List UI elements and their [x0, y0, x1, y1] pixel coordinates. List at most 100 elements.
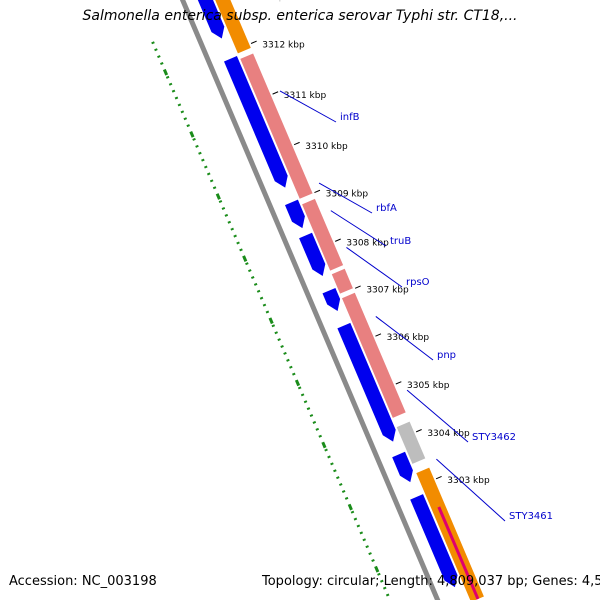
gc-dot	[341, 489, 346, 493]
forward-gene-arrow	[322, 288, 341, 311]
gc-dot	[356, 524, 361, 528]
tick-mark	[415, 429, 422, 433]
gene-label[interactable]: infB	[340, 112, 360, 123]
gc-dot	[303, 400, 308, 404]
gene-label[interactable]: rbfA	[376, 203, 397, 214]
gc-dot	[239, 248, 243, 252]
tick-mark	[314, 189, 321, 194]
gc-dot	[180, 110, 185, 114]
gc-dot	[374, 565, 380, 573]
gc-dot	[253, 282, 258, 286]
gc-dot	[380, 579, 384, 583]
gene-leader-line	[406, 389, 469, 443]
gc-dot	[368, 552, 372, 556]
gc-dot	[338, 483, 343, 487]
tick-mark	[375, 333, 382, 337]
gc-dot	[227, 220, 232, 224]
gc-dot	[371, 558, 375, 562]
gc-dot	[382, 586, 387, 590]
gc-dot	[297, 386, 302, 390]
gc-dot	[321, 441, 327, 449]
kbp-tick-label: 3306 kbp	[387, 333, 430, 343]
gc-dot	[204, 165, 208, 169]
gc-dot	[230, 227, 234, 231]
gc-dot	[221, 206, 226, 210]
reverse-gene-block	[342, 292, 406, 418]
gc-dot	[306, 407, 311, 411]
kbp-tick-label: 3310 kbp	[305, 142, 348, 152]
gc-dot	[174, 96, 179, 100]
reverse-gene-block	[331, 268, 353, 294]
forward-gene-arrow	[392, 451, 413, 483]
gc-dot	[289, 365, 293, 369]
gc-dot	[330, 462, 334, 466]
tick-mark	[435, 475, 442, 480]
accession-text: Accession: NC_003198	[9, 574, 157, 589]
reverse-gene-block	[215, 0, 251, 54]
gc-dot	[157, 55, 161, 59]
kbp-tick-label: 3305 kbp	[407, 381, 450, 391]
forward-strand-track	[197, 0, 458, 588]
tick-mark	[250, 40, 257, 44]
reverse-gene-block	[396, 421, 426, 464]
gc-dot	[189, 131, 195, 138]
gene-label[interactable]: rpsO	[406, 277, 430, 288]
gc-dot	[292, 372, 296, 376]
forward-gene-arrow	[299, 232, 326, 276]
gc-dot	[318, 434, 322, 438]
gc-dot	[248, 269, 252, 273]
gc-dot	[333, 469, 337, 473]
gc-dot	[271, 324, 276, 328]
kbp-tick-label: 3308 kbp	[346, 238, 389, 248]
gc-dot	[268, 317, 274, 325]
gc-dot	[259, 296, 264, 300]
gc-content-track	[151, 41, 390, 597]
gc-dot	[195, 144, 199, 148]
kbp-tick-label: 3312 kbp	[262, 41, 305, 51]
gc-dot	[315, 427, 320, 431]
forward-gene-arrow	[337, 322, 396, 442]
reverse-gene-block	[240, 53, 313, 199]
gene-leader-line	[279, 90, 337, 123]
magenta-gene-strip	[437, 506, 480, 600]
gene-label[interactable]: STY3461	[509, 511, 553, 522]
gc-dot	[350, 510, 355, 514]
gc-dot	[344, 496, 349, 500]
gc-dot	[280, 344, 284, 349]
gc-dot	[324, 448, 328, 452]
gc-dot	[192, 137, 196, 141]
gc-dot	[212, 186, 217, 190]
gc-dot	[242, 255, 248, 262]
gc-dot	[168, 82, 173, 86]
tick-mark	[354, 285, 361, 289]
gc-dot	[154, 48, 158, 52]
tick-mark	[293, 141, 300, 146]
kbp-tick-label: 3307 kbp	[366, 285, 409, 295]
gc-dot	[377, 572, 381, 576]
gc-dot	[312, 420, 317, 424]
gene-label[interactable]: STY3462	[472, 432, 516, 443]
gene-leader-line	[318, 182, 373, 214]
gc-dot	[233, 234, 237, 238]
gene-label-track: infB rbfA truB rpsO pnp STY3462 STY3461	[279, 90, 553, 522]
gene-leader-line	[375, 316, 434, 361]
gc-dot	[151, 41, 155, 45]
gc-dot	[165, 75, 170, 79]
topology-summary-text: Topology: circular; Length: 4,809,037 bp…	[262, 574, 600, 589]
gc-dot	[256, 289, 261, 293]
gene-label[interactable]: truB	[390, 236, 411, 247]
forward-gene-arrow	[285, 199, 305, 229]
tick-mark	[395, 381, 402, 385]
gc-dot	[224, 213, 229, 217]
kbp-tick-track: 3313 kbp 3312 kbp 3311 kbp 3310 kbp 3309 kbp…	[242, 0, 490, 486]
kbp-tick-label: 3311 kbp	[284, 91, 327, 101]
gc-dot	[300, 393, 305, 397]
gc-dot	[236, 241, 240, 245]
gc-dot	[265, 310, 270, 314]
gc-dot	[162, 68, 169, 76]
gc-dot	[277, 338, 281, 342]
gc-dot	[177, 103, 182, 107]
gene-label[interactable]: pnp	[437, 350, 456, 361]
gc-dot	[359, 531, 364, 535]
gc-dot	[274, 331, 278, 335]
